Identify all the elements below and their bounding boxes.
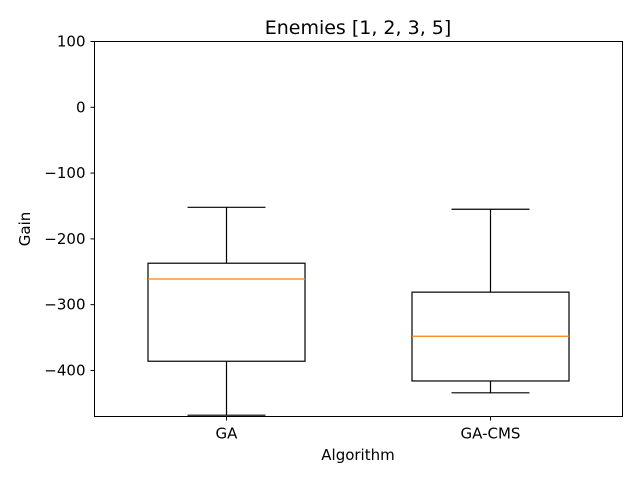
plot-frame [94, 41, 623, 417]
y-tick-label: −400 [44, 361, 85, 379]
plot-marks: 100 0 −100 −200 −300 −400 GA GA-CMS [44, 33, 570, 443]
y-tick-label: 0 [76, 98, 86, 116]
x-axis-label: Algorithm [321, 446, 394, 464]
y-tick-label: 100 [57, 33, 86, 51]
y-tick-label: −300 [44, 296, 85, 314]
y-axis-label: Gain [16, 212, 34, 247]
chart-title: Enemies [1, 2, 3, 5] [265, 17, 452, 39]
x-tick-label: GA-CMS [461, 425, 521, 443]
y-tick-label: −100 [44, 164, 85, 182]
box [147, 262, 306, 362]
x-tick-label: GA [216, 425, 239, 443]
y-tick-label: −200 [44, 230, 85, 248]
